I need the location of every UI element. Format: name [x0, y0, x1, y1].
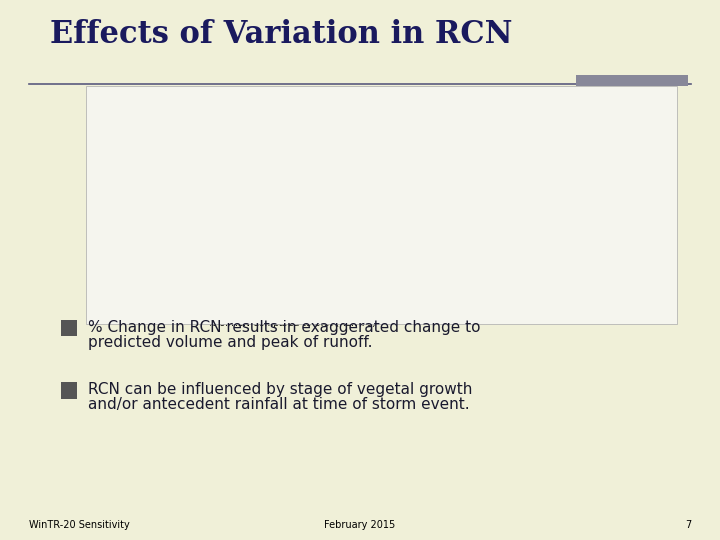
- Title: Sensitivity to RCN: Sensitivity to RCN: [232, 91, 351, 104]
- Text: predicted volume and peak of runoff.: predicted volume and peak of runoff.: [88, 335, 372, 350]
- Text: RCN can be influenced by stage of vegetal growth: RCN can be influenced by stage of vegeta…: [88, 382, 472, 397]
- X-axis label: % of RCN Compared to Unit (RCN 70): % of RCN Compared to Unit (RCN 70): [208, 320, 375, 328]
- Legend: Volume Ratio, Peak Ratio, Linear
Correlation: Volume Ratio, Peak Ratio, Linear Correla…: [472, 110, 584, 193]
- Text: % Change in RCN results in exaggerated change to: % Change in RCN results in exaggerated c…: [88, 320, 480, 335]
- Text: Effects of Variation in RCN: Effects of Variation in RCN: [50, 19, 513, 50]
- Text: WinTR-20 Sensitivity: WinTR-20 Sensitivity: [29, 520, 130, 530]
- Text: 7: 7: [685, 520, 691, 530]
- Y-axis label: % of Runoff Vol or Peak Compared
to Unit: % of Runoff Vol or Peak Compared to Unit: [92, 138, 112, 269]
- Text: and/or antecedent rainfall at time of storm event.: and/or antecedent rainfall at time of st…: [88, 397, 469, 413]
- Text: February 2015: February 2015: [325, 520, 395, 530]
